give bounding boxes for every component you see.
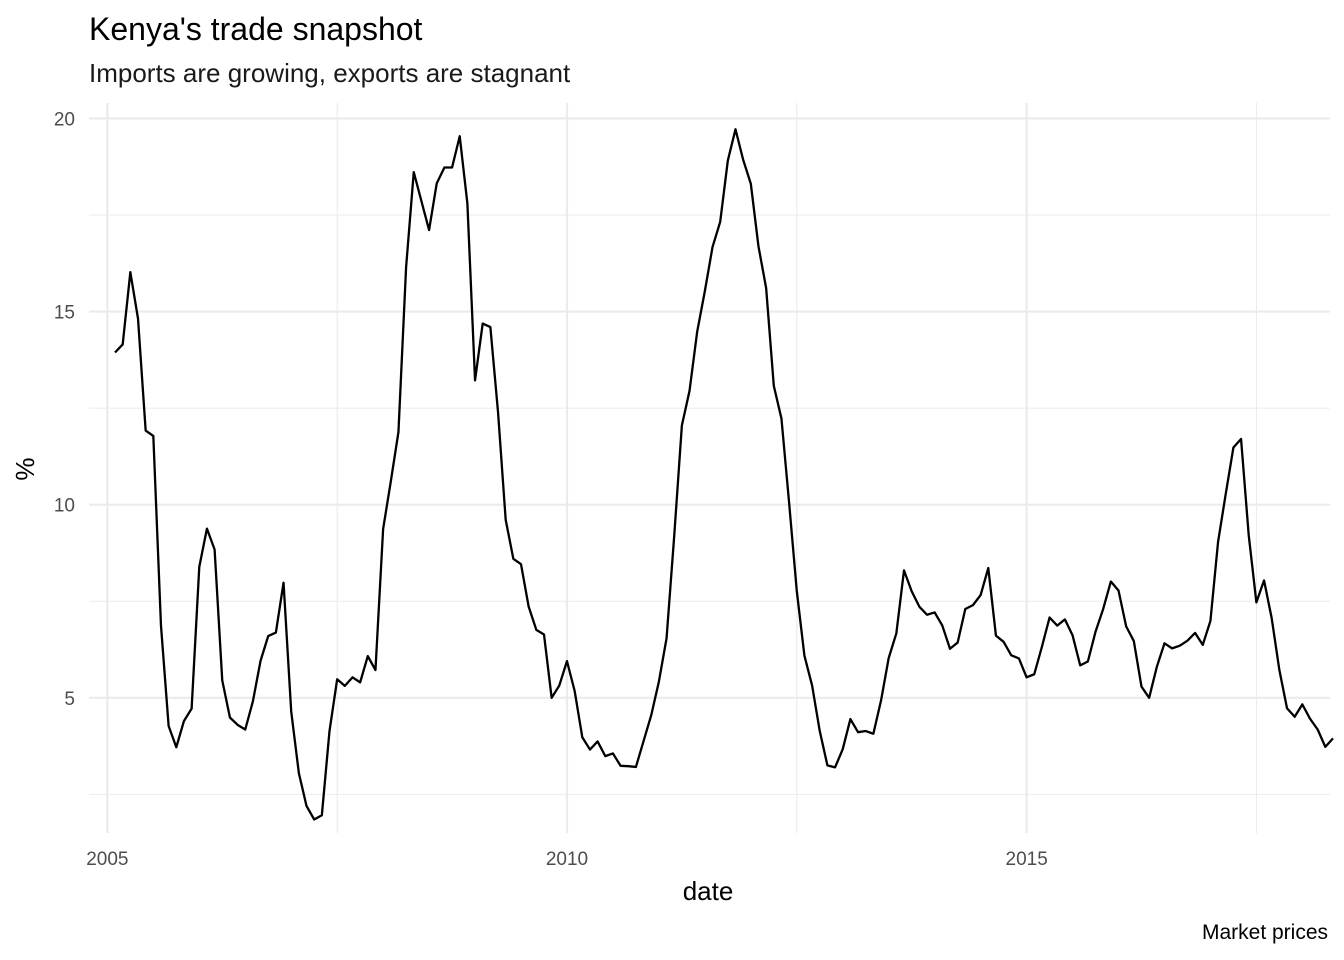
- chart-subtitle: Imports are growing, exports are stagnan…: [89, 58, 571, 88]
- y-tick-label: 5: [64, 689, 75, 710]
- chart-title: Kenya's trade snapshot: [89, 11, 423, 47]
- y-axis-ticks: 5 10 15 20: [54, 109, 75, 709]
- y-tick-label: 10: [54, 496, 75, 517]
- x-tick-label: 2010: [546, 849, 588, 870]
- chart-caption: Market prices: [1202, 921, 1328, 944]
- x-tick-label: 2015: [1006, 849, 1048, 870]
- x-axis-ticks: 2005 2010 2015: [86, 849, 1048, 870]
- y-tick-label: 20: [54, 109, 75, 130]
- series-line: [114, 128, 1334, 821]
- major-gridlines: [89, 103, 1330, 833]
- minor-gridlines: [89, 103, 1330, 833]
- x-tick-label: 2005: [86, 849, 128, 870]
- plot-panel: [89, 103, 1334, 833]
- y-axis-title: %: [10, 457, 40, 480]
- x-axis-title: date: [683, 876, 734, 906]
- y-tick-label: 15: [54, 303, 75, 324]
